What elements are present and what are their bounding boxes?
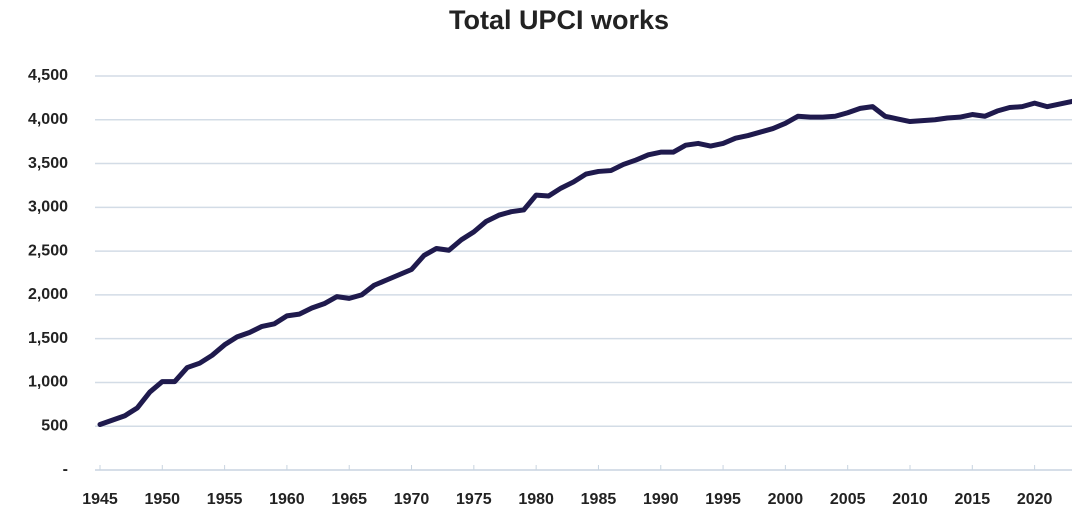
x-tick-label: 1980 <box>518 491 554 508</box>
y-tick-label: 1,000 <box>28 374 68 391</box>
x-tick-label: 1960 <box>269 491 305 508</box>
x-tick-label: 2015 <box>955 491 991 508</box>
x-tick-label: 1970 <box>394 491 430 508</box>
y-tick-label: - <box>63 461 68 478</box>
x-tick-label: 2020 <box>1017 491 1053 508</box>
y-tick-label: 4,500 <box>28 67 68 84</box>
x-tick-label: 1945 <box>82 491 118 508</box>
y-tick-label: 2,500 <box>28 242 68 259</box>
y-tick-label: 3,500 <box>28 155 68 172</box>
x-tick-label: 1965 <box>331 491 367 508</box>
x-tick-label: 1990 <box>643 491 679 508</box>
data-line <box>97 98 1072 427</box>
y-tick-label: 500 <box>41 417 68 434</box>
chart-title: Total UPCI works <box>449 5 669 35</box>
x-tick-label: 1950 <box>144 491 180 508</box>
x-tick-label: 1985 <box>581 491 617 508</box>
x-tick-label: 1975 <box>456 491 492 508</box>
x-tick-label: 2010 <box>892 491 928 508</box>
y-tick-label: 2,000 <box>28 286 68 303</box>
x-tick-label: 1995 <box>705 491 741 508</box>
x-tick-label: 1955 <box>207 491 243 508</box>
x-tick-label: 2005 <box>830 491 866 508</box>
y-tick-label: 3,000 <box>28 199 68 216</box>
x-tick-label: 2000 <box>768 491 804 508</box>
y-tick-label: 4,000 <box>28 111 68 128</box>
y-tick-label: 1,500 <box>28 330 68 347</box>
